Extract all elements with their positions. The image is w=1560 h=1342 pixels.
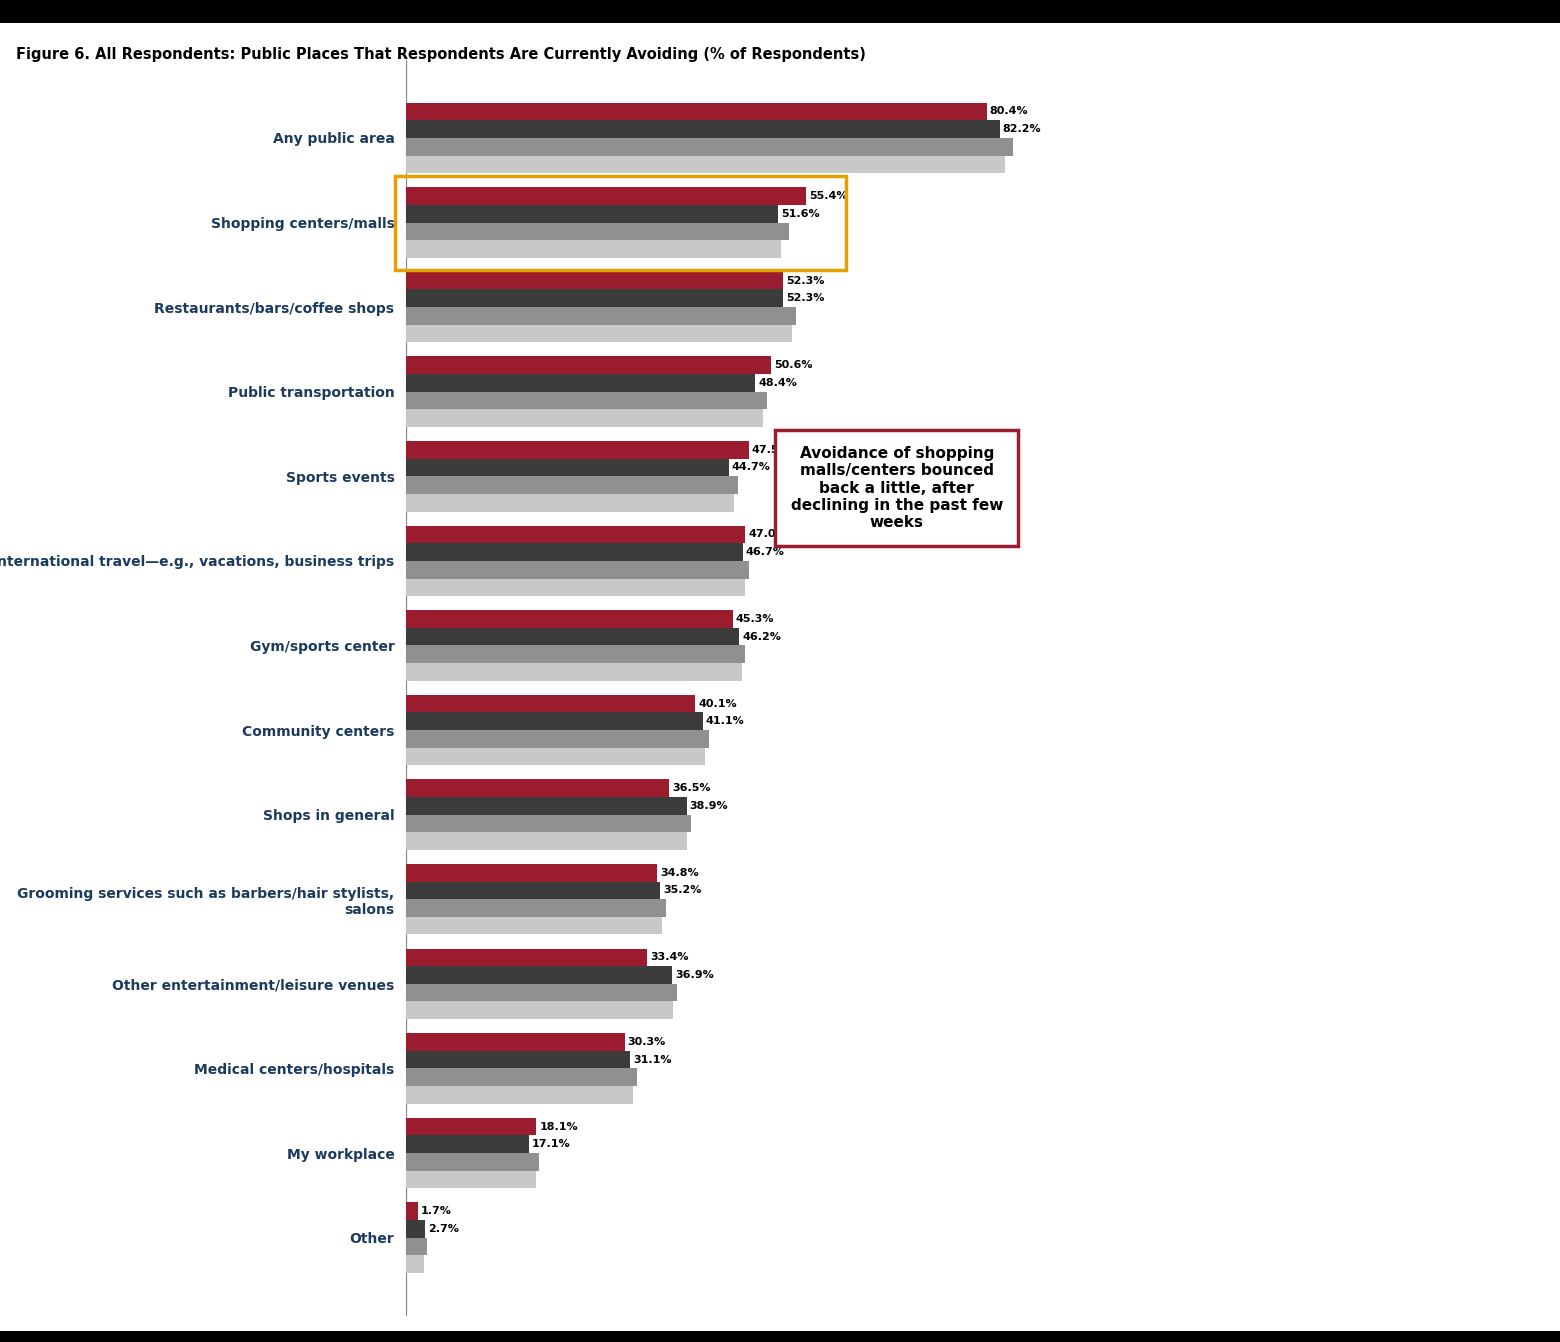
Bar — [406, 1255, 424, 1272]
Bar — [406, 138, 1012, 156]
Text: 33.4%: 33.4% — [651, 953, 688, 962]
Bar — [406, 882, 660, 899]
Bar — [406, 949, 647, 966]
Bar — [406, 1220, 426, 1237]
Text: 34.8%: 34.8% — [660, 868, 699, 878]
Bar — [406, 578, 746, 596]
Bar — [406, 864, 657, 882]
Bar — [406, 917, 661, 934]
Text: 50.6%: 50.6% — [774, 360, 813, 370]
Bar — [406, 646, 746, 663]
Bar — [406, 1068, 636, 1086]
Text: 52.3%: 52.3% — [786, 275, 825, 286]
Bar — [406, 832, 688, 849]
Bar — [406, 307, 796, 325]
Text: 17.1%: 17.1% — [532, 1139, 571, 1149]
Bar — [406, 357, 771, 374]
Bar — [406, 561, 749, 578]
Bar — [406, 121, 1000, 138]
Bar — [406, 409, 763, 427]
Text: 80.4%: 80.4% — [989, 106, 1028, 117]
Bar — [406, 899, 666, 917]
Bar — [406, 628, 739, 646]
Text: 36.5%: 36.5% — [672, 784, 711, 793]
Bar — [406, 1086, 633, 1103]
Bar — [406, 1135, 529, 1153]
Text: Figure 6. All Respondents: Public Places That Respondents Are Currently Avoiding: Figure 6. All Respondents: Public Places… — [16, 47, 866, 62]
Bar — [406, 1237, 427, 1255]
Bar — [406, 1001, 672, 1019]
Text: 40.1%: 40.1% — [699, 699, 736, 709]
Bar — [406, 544, 743, 561]
Bar — [406, 1118, 537, 1135]
Text: 46.7%: 46.7% — [746, 548, 785, 557]
Bar — [395, 176, 846, 270]
Bar — [406, 966, 672, 984]
Bar — [406, 103, 986, 121]
Bar — [406, 459, 729, 476]
Text: 44.7%: 44.7% — [732, 463, 771, 472]
Bar — [406, 392, 768, 409]
Bar — [406, 815, 691, 832]
Bar — [406, 240, 782, 258]
Bar — [406, 325, 792, 342]
Bar — [406, 223, 788, 240]
Text: 18.1%: 18.1% — [540, 1122, 577, 1131]
Text: 31.1%: 31.1% — [633, 1055, 672, 1064]
Text: 55.4%: 55.4% — [808, 191, 847, 201]
Bar — [406, 1033, 624, 1051]
Legend: Oct 27, Oct 20, Oct 13, Oct 6: Oct 27, Oct 20, Oct 13, Oct 6 — [544, 0, 885, 17]
Bar — [406, 984, 677, 1001]
Bar — [406, 1051, 630, 1068]
Bar — [406, 1153, 540, 1170]
Bar — [406, 156, 1005, 173]
Bar — [406, 188, 807, 205]
Text: 51.6%: 51.6% — [782, 209, 821, 219]
Text: Avoidance of shopping
malls/centers bounced
back a little, after
declining in th: Avoidance of shopping malls/centers boun… — [791, 446, 1003, 530]
Bar — [406, 476, 738, 494]
Text: 47.0%: 47.0% — [749, 530, 786, 539]
Text: 47.5%: 47.5% — [752, 444, 791, 455]
Text: 35.2%: 35.2% — [663, 886, 700, 895]
Bar — [406, 611, 733, 628]
Bar — [406, 730, 710, 747]
Bar — [406, 713, 702, 730]
Text: 41.1%: 41.1% — [705, 717, 744, 726]
Bar — [406, 1202, 418, 1220]
Bar — [406, 374, 755, 392]
Text: 48.4%: 48.4% — [758, 378, 797, 388]
Text: 2.7%: 2.7% — [427, 1224, 459, 1233]
Bar — [406, 747, 705, 765]
Bar — [406, 205, 778, 223]
Bar — [406, 494, 735, 511]
Text: 46.2%: 46.2% — [743, 632, 782, 641]
Text: 52.3%: 52.3% — [786, 294, 825, 303]
Text: 45.3%: 45.3% — [736, 615, 774, 624]
Bar — [406, 526, 746, 544]
Bar — [406, 780, 669, 797]
Text: 30.3%: 30.3% — [627, 1037, 666, 1047]
Bar — [406, 663, 741, 680]
Bar — [406, 272, 783, 290]
Text: 36.9%: 36.9% — [675, 970, 714, 980]
Bar — [406, 442, 749, 459]
Text: 82.2%: 82.2% — [1003, 123, 1041, 134]
Bar — [406, 290, 783, 307]
Text: 1.7%: 1.7% — [421, 1206, 452, 1216]
Bar — [406, 797, 686, 815]
Text: 38.9%: 38.9% — [690, 801, 729, 811]
Bar — [406, 695, 696, 713]
Bar — [406, 1170, 535, 1188]
